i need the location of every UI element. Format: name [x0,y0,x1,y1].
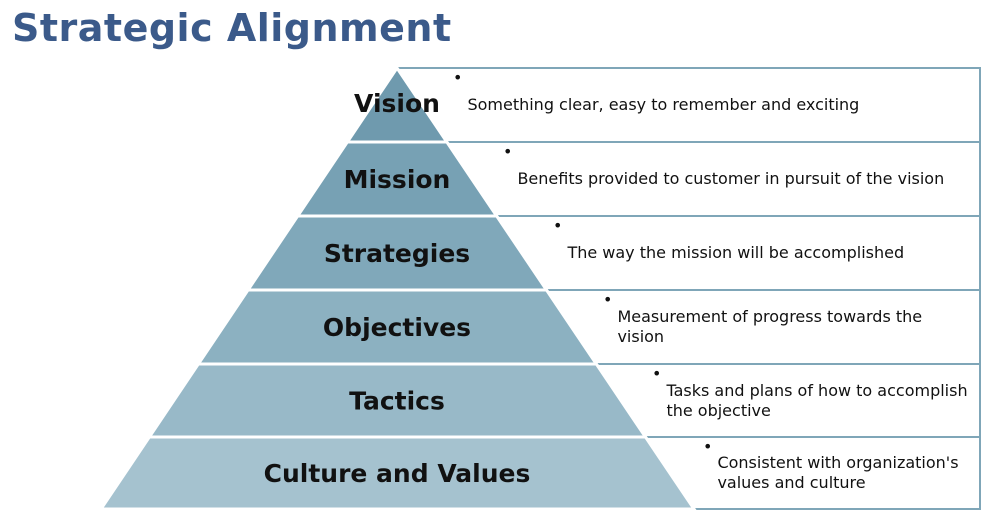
tier-description-text: Measurement of progress towards the visi… [617,307,923,346]
bullet-icon: • [703,437,713,456]
tier-description-text: Something clear, easy to remember and ex… [467,95,860,114]
tier-description-3: • The way the mission will be accomplishe… [553,216,970,290]
tier-description-6: • Consistent with organization's values a… [703,437,970,509]
tier-label-4: Objectives [323,313,471,342]
tier-description-2: • Benefits provided to customer in pursui… [503,142,970,216]
tier-description-text: Consistent with organization's values an… [717,453,959,492]
bullet-icon: • [503,142,513,161]
tier-description-1: • Something clear, easy to remember and e… [453,68,970,142]
tier-description-text: The way the mission will be accomplished [567,243,905,262]
bullet-icon: • [603,290,613,309]
page-title: Strategic Alignment [12,6,452,50]
bullet-icon: • [652,364,662,383]
description-box-2 [445,141,981,217]
bullet-icon: • [453,68,463,87]
tier-description-text: Benefits provided to customer in pursuit… [517,169,945,188]
tier-label-2: Mission [344,165,451,194]
tier-label-5: Tactics [349,387,445,416]
description-box-6 [644,436,981,510]
bullet-icon: • [553,216,563,235]
tier-description-5: • Tasks and plans of how to accomplish th… [652,364,970,437]
tier-label-6: Culture and Values [264,459,531,488]
pyramid-tier-6 [98,435,697,511]
tier-label-3: Strategies [324,239,470,268]
description-box-1 [396,67,981,143]
tier-label-1: Vision [354,89,440,118]
tier-description-4: • Measurement of progress towards the vis… [603,290,970,364]
tier-description-text: Tasks and plans of how to accomplish the… [666,380,968,420]
description-box-3 [495,215,981,291]
